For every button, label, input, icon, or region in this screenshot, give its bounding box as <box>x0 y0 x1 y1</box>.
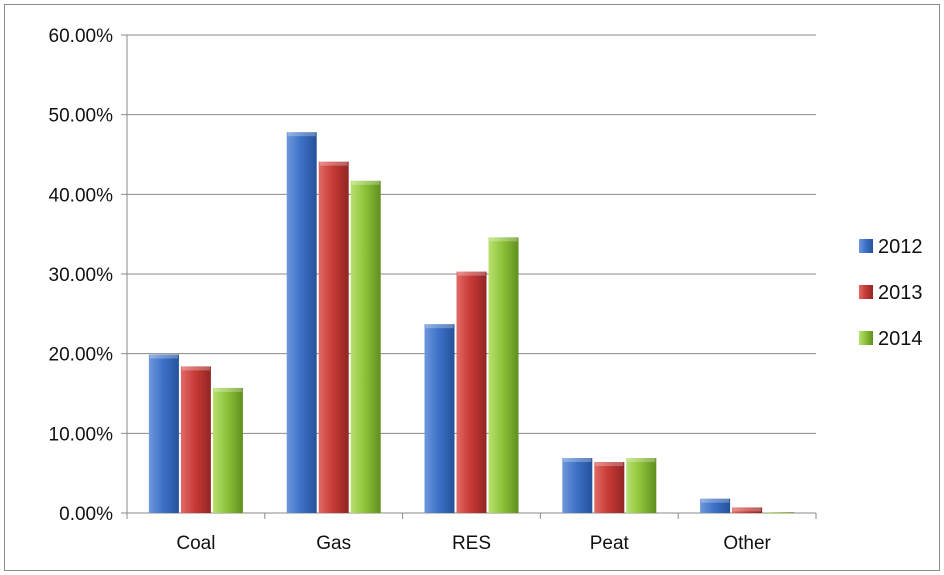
bar-peat-2013 <box>594 462 625 513</box>
bar-bevel <box>595 462 624 467</box>
bar-body <box>350 180 381 514</box>
bar-bevel <box>425 324 454 329</box>
legend: 2012 2013 2014 <box>859 236 923 350</box>
bar-body <box>148 354 179 513</box>
bar-body <box>456 271 487 513</box>
bar-other-2012 <box>700 498 731 513</box>
bar-body <box>318 161 349 514</box>
bar-body <box>286 132 317 513</box>
legend-swatch <box>859 331 873 345</box>
bar-bevel <box>287 132 316 137</box>
bar-bevel <box>351 180 380 185</box>
bar-peat-2012 <box>562 458 593 513</box>
bar-bevel <box>213 387 242 392</box>
bar-bevel <box>181 366 210 371</box>
legend-swatch <box>859 239 873 253</box>
bar-gas-2014 <box>350 180 381 514</box>
legend-item-2012: 2012 <box>859 236 923 258</box>
y-tick-label: 40.00% <box>49 185 114 206</box>
legend-label: 2013 <box>878 282 923 304</box>
bar-body <box>562 458 593 513</box>
bar-coal-2012 <box>148 354 179 513</box>
bar-coal-2013 <box>180 366 211 513</box>
bar-bevel <box>563 458 592 463</box>
bar-body <box>488 237 519 513</box>
bar-body <box>180 366 211 513</box>
bar-body <box>732 507 763 513</box>
bar-bevel <box>489 237 518 242</box>
bar-bevel <box>627 458 656 463</box>
x-tick-label: Gas <box>316 533 351 554</box>
legend-item-2014: 2014 <box>859 328 923 350</box>
x-tick-label: RES <box>452 533 491 554</box>
legend-swatch <box>859 285 873 299</box>
bar-other-2013 <box>732 507 763 513</box>
legend-label: 2014 <box>878 328 923 350</box>
bar-other-2014 <box>764 512 795 513</box>
legend-label: 2012 <box>878 236 923 258</box>
bar-bevel <box>701 498 730 503</box>
bar-gas-2013 <box>318 161 349 514</box>
bars <box>148 132 795 514</box>
bar-bevel <box>149 354 178 359</box>
x-tick-label: Peat <box>590 533 630 554</box>
bar-bevel <box>733 507 762 512</box>
bar-coal-2014 <box>212 387 243 513</box>
bar-body <box>594 462 625 513</box>
y-tick-label: 20.00% <box>49 345 114 366</box>
bar-body <box>626 458 657 513</box>
bar-body <box>700 498 731 513</box>
y-tick-label: 30.00% <box>49 265 114 286</box>
x-tick-label: Coal <box>176 533 215 554</box>
y-tick-label: 50.00% <box>49 106 114 127</box>
y-tick-label: 10.00% <box>49 424 114 445</box>
bar-bevel <box>319 161 348 166</box>
y-tick-label: 60.00% <box>49 26 114 47</box>
bar-body <box>764 512 795 513</box>
bar-peat-2014 <box>626 458 657 513</box>
bar-res-2012 <box>424 324 455 513</box>
bar-res-2013 <box>456 271 487 513</box>
bar-bevel <box>457 271 486 276</box>
y-tick-label: 0.00% <box>59 504 113 525</box>
x-tick-label: Other <box>723 533 771 554</box>
tick-labels: 0.00% 10.00% 20.00% 30.00% 40.00% 50.00% 60.00… <box>49 26 772 554</box>
bar-body <box>212 387 243 513</box>
bar-gas-2012 <box>286 132 317 513</box>
legend-item-2013: 2013 <box>859 282 923 304</box>
bar-body <box>424 324 455 513</box>
bar-res-2014 <box>488 237 519 513</box>
